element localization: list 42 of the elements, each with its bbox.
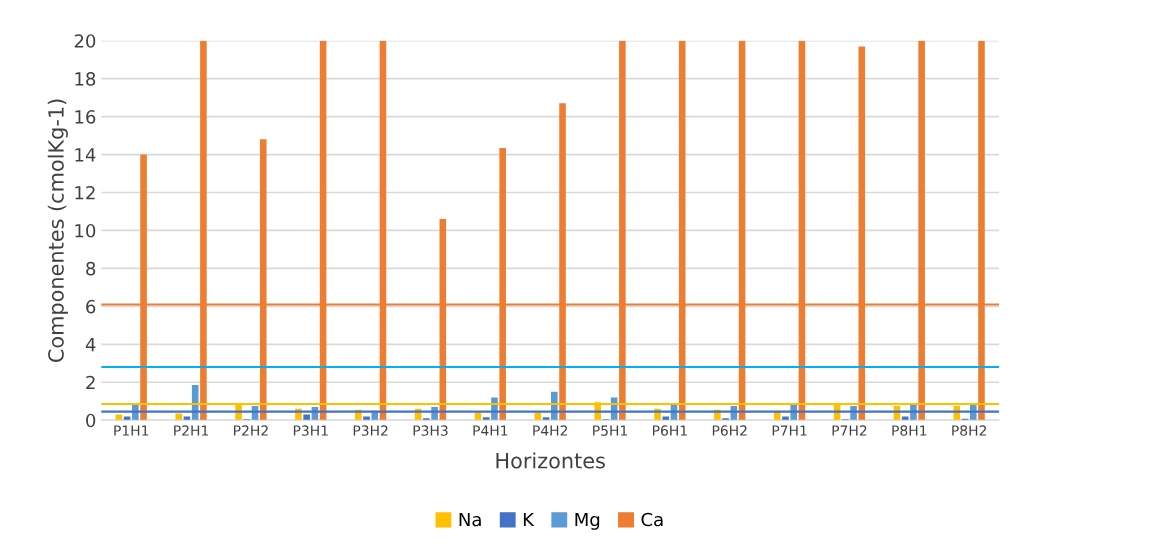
bar [482, 417, 490, 421]
y-axis-title: Componentes (cmolKg-1) [47, 99, 68, 362]
y-tick-label: 20 [74, 34, 96, 48]
y-tick-label: 12 [75, 185, 95, 200]
x-tick-label: P4H2 [533, 425, 568, 436]
x-tick-label: P3H3 [413, 425, 448, 436]
y-tick-label: 2 [86, 375, 95, 390]
y-tick-label: 4 [85, 338, 96, 352]
legend-label: Mg [575, 512, 600, 530]
x-tick-label: P1H1 [114, 425, 149, 436]
x-tick-label: P5H1 [593, 425, 627, 436]
legend-label: K [523, 512, 535, 527]
y-tick-label: 8 [86, 261, 96, 276]
bar [183, 416, 191, 421]
x-tick-label: P7H1 [772, 425, 807, 436]
x-tick-label: P3H2 [353, 425, 388, 436]
bar [542, 417, 550, 421]
x-tick-label: P7H2 [832, 425, 867, 436]
legend-label: Na [459, 512, 481, 527]
y-tick-label: 10 [75, 223, 96, 238]
y-tick-label: 6 [86, 299, 96, 314]
y-tick-label: 16 [75, 110, 96, 124]
bar [303, 414, 310, 421]
x-tick-label: P2H1 [174, 425, 209, 436]
x-tick-label: P8H2 [952, 425, 986, 436]
x-tick-label: P6H1 [653, 425, 687, 436]
x-axis-title: Horizontes [496, 452, 605, 469]
y-tick-label: 0 [86, 413, 96, 428]
x-tick-label: P6H2 [712, 425, 747, 436]
legend-label: Ca [641, 512, 663, 527]
bar [123, 416, 131, 421]
x-tick-label: P8H1 [892, 425, 927, 436]
x-tick-label: P3H1 [293, 425, 328, 436]
bar [901, 416, 909, 421]
bar [782, 416, 789, 421]
x-tick-label: P2H2 [234, 425, 268, 436]
bar [363, 416, 370, 421]
bar [662, 416, 670, 421]
y-tick-label: 18 [75, 72, 96, 86]
x-tick-label: P4H1 [473, 425, 508, 436]
bar [175, 413, 183, 421]
y-tick-label: 14 [75, 148, 96, 162]
